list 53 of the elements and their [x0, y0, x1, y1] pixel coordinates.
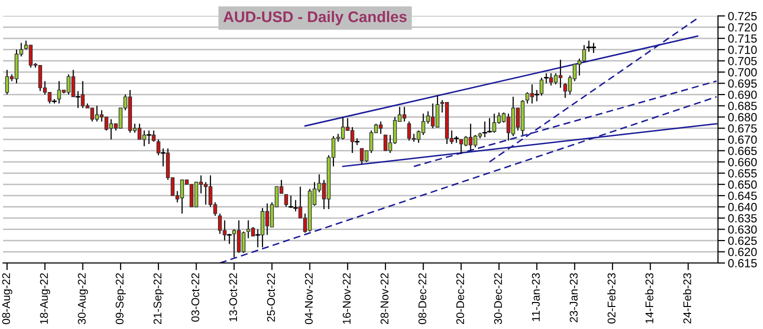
x-tick-label: 18-Aug-22 — [40, 273, 50, 324]
y-tick-label: 0.700 — [728, 68, 757, 76]
candlestick — [227, 233, 232, 244]
y-tick-label: 0.720 — [728, 23, 757, 32]
y-tick-label: 0.710 — [728, 46, 757, 54]
x-tick-label: 25-Oct-22 — [267, 273, 275, 322]
x-tick-label: 11-Jan-23 — [532, 273, 540, 322]
y-tick-label: 0.715 — [728, 34, 757, 43]
x-tick-label: 14-Feb-23 — [645, 273, 654, 324]
x-tick-label: 28-Nov-22 — [380, 273, 388, 324]
x-tick-label: 09-Sep-22 — [116, 273, 126, 324]
x-tick-label: 20-Dec-22 — [456, 273, 464, 324]
y-tick-label: 0.655 — [728, 169, 757, 178]
x-tick-label: 03-Oct-22 — [191, 273, 200, 322]
x-tick-label: 30-Aug-22 — [78, 273, 88, 324]
y-tick-label: 0.615 — [728, 259, 757, 268]
candlestick — [146, 130, 152, 145]
x-tick-label: 13-Oct-22 — [229, 273, 238, 322]
candlestick — [57, 80, 62, 104]
y-tick-label: 0.685 — [728, 102, 757, 110]
y-tick-label: 0.640 — [728, 202, 757, 212]
y-tick-label: 0.620 — [728, 248, 757, 256]
candlestick — [284, 194, 288, 208]
x-tick-label: 16-Nov-22 — [342, 273, 351, 324]
x-tick-label: 21-Sep-22 — [154, 273, 164, 324]
x-tick-label: 04-Nov-22 — [304, 273, 313, 324]
x-tick-label: 02-Feb-23 — [607, 273, 616, 324]
y-tick-label: 0.695 — [728, 79, 757, 88]
x-tick-label: 24-Feb-23 — [683, 273, 692, 324]
y-tick-label: 0.645 — [728, 192, 757, 200]
y-tick-label: 0.630 — [728, 225, 757, 234]
y-tick-label: 0.635 — [728, 214, 757, 222]
chart-title: AUD-USD - Daily Candles — [223, 10, 407, 26]
y-tick-label: 0.705 — [728, 56, 757, 66]
y-tick-label: 0.665 — [728, 146, 757, 156]
candlestick — [293, 200, 298, 212]
candlestick — [255, 228, 260, 248]
x-tick-label: 23-Jan-23 — [570, 273, 578, 322]
candlestick — [540, 77, 544, 96]
candlestick — [76, 90, 80, 109]
candlestick — [544, 72, 549, 84]
y-tick-label: 0.660 — [728, 158, 757, 166]
y-tick-label: 0.725 — [728, 12, 757, 20]
candlestick — [232, 228, 236, 258]
y-tick-label: 0.650 — [728, 180, 757, 189]
y-tick-label: 0.670 — [728, 135, 757, 144]
y-tick-label: 0.680 — [728, 113, 757, 122]
y-tick-label: 0.625 — [728, 236, 757, 245]
x-tick-label: 08-Aug-22 — [2, 273, 12, 324]
x-tick-label: 30-Dec-22 — [494, 273, 502, 324]
y-tick-label: 0.690 — [728, 90, 757, 99]
y-tick-label: 0.675 — [728, 124, 757, 133]
x-tick-label: 08-Dec-22 — [418, 273, 426, 324]
